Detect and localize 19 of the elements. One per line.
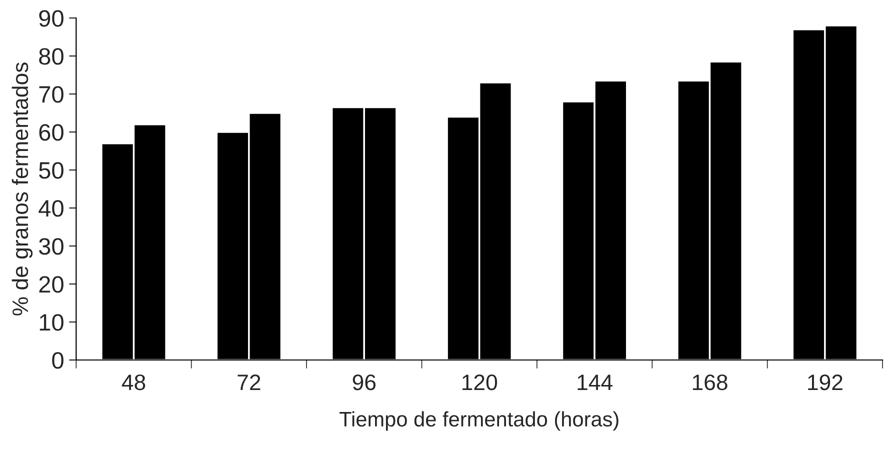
x-tick-label: 192 [808,374,842,390]
y-tick-label: 40 [38,200,64,217]
y-tick-label: 0 [52,352,64,369]
x-tick-label: 120 [462,374,498,390]
y-tick-label: 70 [39,86,64,103]
x-tick-label: 96 [352,374,376,390]
y-tick-label: 30 [38,238,64,255]
y-tick-label: 50 [39,162,64,179]
x-tick-label: 72 [238,374,260,390]
x-axis-title: Tiempo de fermentado (horas) [340,411,618,431]
y-tick-label: 80 [39,48,64,65]
y-tick-label: 90 [39,10,64,27]
y-tick-label: 20 [39,276,64,293]
x-tick-label: 48 [122,374,146,390]
x-tick-label: 144 [578,374,612,390]
x-tick-label: 168 [692,374,728,390]
y-tick-label: 10 [40,314,64,331]
y-tick-label: 60 [39,124,64,141]
y-axis-title: % de granos fermentados [12,62,33,316]
